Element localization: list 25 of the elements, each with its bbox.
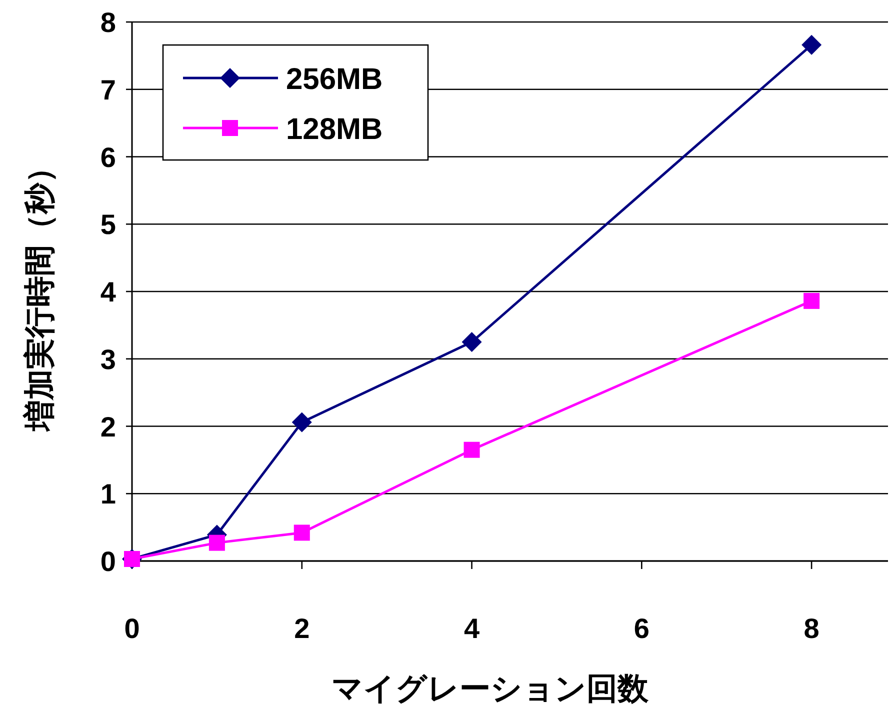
point xyxy=(804,292,820,309)
y-tick-label: 8 xyxy=(100,7,116,38)
x-tick-label: 0 xyxy=(124,613,140,644)
point xyxy=(292,412,312,432)
y-tick-label: 4 xyxy=(100,276,116,308)
y-tick-label: 2 xyxy=(100,411,116,442)
point xyxy=(294,524,310,541)
y-tick-label: 0 xyxy=(100,546,116,577)
y-tick-label: 6 xyxy=(100,142,116,173)
point xyxy=(462,332,482,352)
x-tick-label: 8 xyxy=(804,613,820,644)
x-tick-label: 4 xyxy=(464,613,480,644)
legend-label: 256MB xyxy=(286,63,383,96)
y-tick-label: 5 xyxy=(100,209,116,240)
point xyxy=(802,34,822,55)
y-axis-title: 増加実行時間（秒） xyxy=(22,152,57,432)
y-tick-label: 3 xyxy=(100,344,116,375)
legend-label: 128MB xyxy=(286,113,383,146)
x-tick-label: 6 xyxy=(634,613,650,644)
y-tick-label: 1 xyxy=(100,478,116,510)
point xyxy=(464,442,480,458)
x-tick-label: 2 xyxy=(294,613,310,644)
y-tick-label: 7 xyxy=(100,74,116,106)
point xyxy=(208,534,225,551)
x-axis-title: マイグレーション回数 xyxy=(332,671,650,706)
